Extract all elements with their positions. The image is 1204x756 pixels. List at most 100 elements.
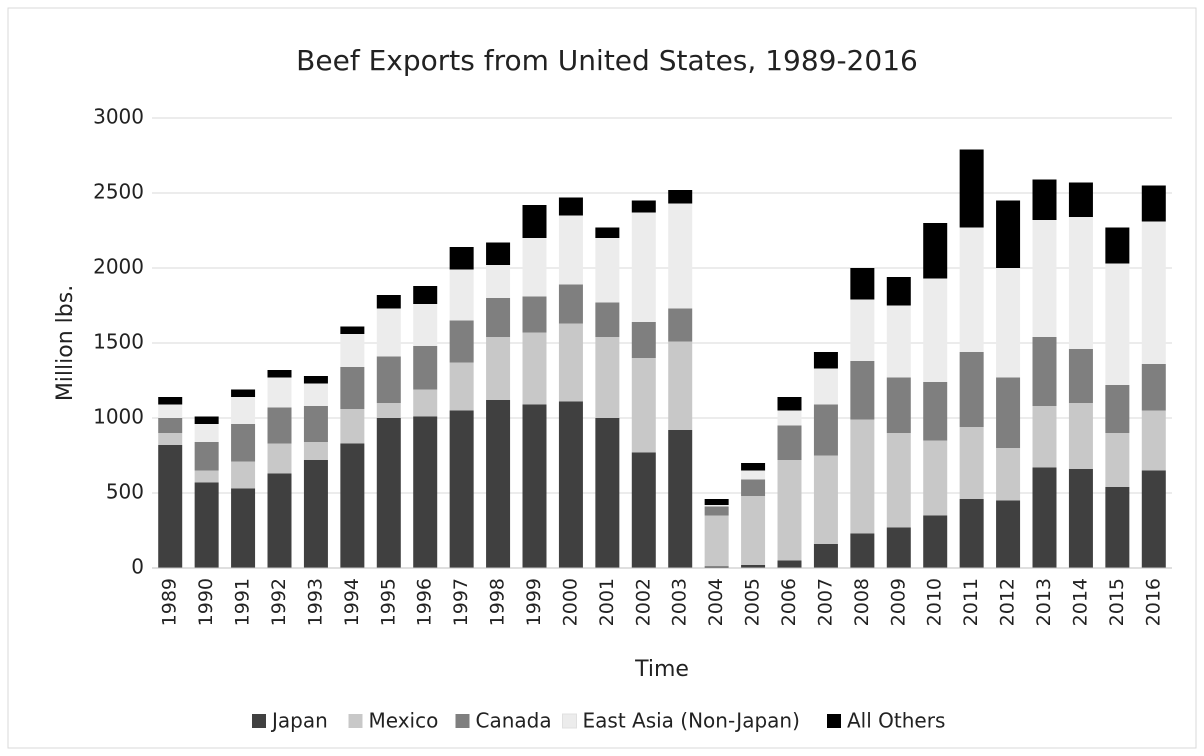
bar-segment	[486, 400, 511, 568]
bar-segment	[595, 227, 620, 238]
x-tick-label: 2013	[1033, 578, 1055, 626]
bar-segment	[668, 190, 693, 204]
bar-segment	[231, 461, 256, 489]
legend-label: Japan	[270, 709, 328, 733]
bar-segment	[558, 284, 583, 324]
bar-segment	[267, 370, 292, 378]
bar-segment	[1141, 221, 1166, 364]
bar-segment	[1105, 433, 1130, 487]
bar-segment	[340, 326, 365, 334]
bar-segment	[886, 527, 911, 568]
bar-segment	[741, 479, 766, 496]
x-tick-label: 2007	[814, 578, 836, 626]
bar-segment	[158, 433, 183, 445]
y-tick-label: 1500	[93, 330, 144, 354]
bar-segment	[158, 404, 183, 418]
bar-segment	[741, 565, 766, 568]
bar-segment	[704, 505, 729, 507]
bar-segment	[1068, 217, 1093, 349]
bar-segment	[886, 277, 911, 306]
bar-segment	[777, 560, 802, 568]
bar-segment	[158, 418, 183, 433]
bar-segment	[850, 299, 875, 361]
bar-segment	[996, 268, 1021, 378]
bar-segment	[741, 463, 766, 471]
bar-segment	[558, 323, 583, 402]
bar-segment	[413, 389, 438, 417]
bar-segment	[1068, 469, 1093, 568]
x-tick-label: 1989	[159, 578, 181, 626]
bar-segment	[668, 308, 693, 342]
bar-segment	[486, 242, 511, 265]
legend-label: All Others	[847, 709, 945, 733]
bar-segment	[595, 337, 620, 418]
bar-segment	[741, 470, 766, 480]
bar-segment	[1105, 487, 1130, 568]
bar-segment	[813, 544, 838, 568]
bar-segment	[1141, 185, 1166, 222]
bar-segment	[449, 320, 474, 363]
legend-swatch	[252, 714, 266, 728]
bar-segment	[303, 406, 328, 442]
y-tick-label: 2000	[93, 255, 144, 279]
bar-segment	[449, 410, 474, 568]
legend-label: East Asia (Non-Japan)	[583, 709, 800, 733]
bar-segment	[1032, 337, 1057, 406]
bar-segment	[376, 308, 401, 357]
bar-segment	[631, 212, 656, 322]
bar-segment	[1032, 467, 1057, 568]
bar-segment	[194, 482, 219, 568]
bar-segment	[194, 470, 219, 483]
bar-segment	[704, 566, 729, 568]
bar-segment	[522, 332, 547, 405]
y-axis-label: Million lbs.	[53, 285, 78, 401]
bar-segment	[1141, 470, 1166, 568]
bar-segment	[631, 358, 656, 453]
bar-segment	[413, 304, 438, 346]
x-tick-label: 1996	[414, 578, 436, 626]
bar-segment	[886, 305, 911, 378]
x-tick-label: 2004	[705, 578, 727, 626]
bar-segment	[850, 419, 875, 534]
bar-segment	[267, 443, 292, 474]
bar-segment	[303, 376, 328, 384]
bar-segment	[486, 337, 511, 400]
bar-segment	[923, 515, 948, 568]
bar-segment	[340, 443, 365, 568]
bar-segment	[267, 407, 292, 444]
bar-segment	[704, 506, 729, 516]
bar-segment	[631, 322, 656, 358]
bar-segment	[595, 238, 620, 303]
bar-segment	[194, 442, 219, 471]
x-tick-label: 1995	[377, 578, 399, 626]
bar-segment	[850, 361, 875, 420]
bar-segment	[668, 341, 693, 430]
bar-segment	[194, 416, 219, 424]
bar-segment	[340, 409, 365, 444]
bar-segment	[231, 424, 256, 462]
bar-segment	[777, 460, 802, 561]
bar-segment	[522, 296, 547, 333]
bar-segment	[959, 227, 984, 352]
bar-segment	[158, 397, 183, 405]
bar-segment	[413, 286, 438, 304]
legend-swatch	[562, 713, 577, 729]
legend-swatch	[348, 714, 363, 728]
bar-segment	[923, 223, 948, 279]
bar-segment	[886, 377, 911, 433]
bar-segment	[595, 418, 620, 568]
x-tick-label: 1998	[487, 578, 509, 626]
bar-segment	[631, 200, 656, 213]
y-tick-label: 1000	[93, 405, 144, 429]
y-tick-label: 0	[131, 555, 144, 579]
bar-segment	[1105, 263, 1130, 385]
bar-segment	[631, 452, 656, 568]
bar-segment	[303, 460, 328, 568]
bar-segment	[486, 298, 511, 337]
bar-segment	[923, 382, 948, 441]
bar-segment	[303, 383, 328, 406]
legend-label: Canada	[476, 709, 552, 733]
x-tick-label: 2005	[742, 578, 764, 626]
chart-title: Beef Exports from United States, 1989-20…	[296, 44, 918, 77]
